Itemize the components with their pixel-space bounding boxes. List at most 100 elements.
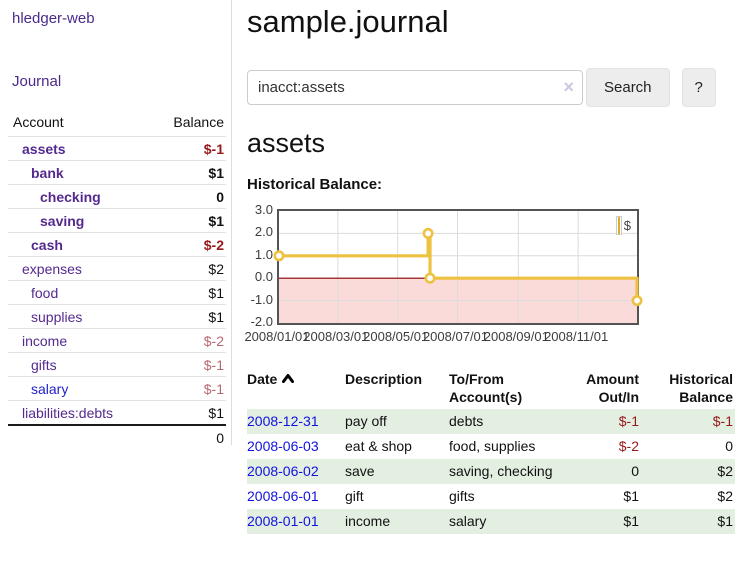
transaction-date-link[interactable]: 2008-12-31 xyxy=(247,413,319,429)
sidebar-account-row: expenses $2 xyxy=(8,256,226,281)
account-balance: $-1 xyxy=(149,352,226,377)
x-axis-tick: 2008/09/01 xyxy=(483,329,549,344)
register-header-amount: Amount Out/In xyxy=(586,371,639,405)
register-body: 2008-12-31 pay off debts $-1 $-1 2008-06-03 ea… xyxy=(247,409,735,534)
sidebar-account-row: checking 0 xyxy=(8,184,226,209)
sidebar-account-row: income $-2 xyxy=(8,328,226,353)
sidebar-item-income[interactable]: income xyxy=(22,332,68,349)
sidebar-account-row: liabilities:debts $1 xyxy=(8,400,226,425)
register-row: 2008-06-03 eat & shop food, supplies $-2 0 xyxy=(247,434,735,459)
search-box: × xyxy=(247,70,583,105)
account-balance: $1 xyxy=(149,400,226,425)
account-balance: $-1 xyxy=(149,376,226,401)
chart-data-point xyxy=(424,272,436,284)
transaction-date-link[interactable]: 2008-01-01 xyxy=(247,513,319,529)
sidebar: hledger-web Journal Account Balance asse… xyxy=(0,0,232,449)
clear-search-icon[interactable]: × xyxy=(563,77,574,97)
x-axis-tick: 2008/03/01 xyxy=(303,329,369,344)
transaction-balance: $2 xyxy=(717,463,733,479)
x-axis-tick: 2008/05/01 xyxy=(363,329,429,344)
sidebar-account-row: salary $-1 xyxy=(8,376,226,401)
chart-canvas xyxy=(273,211,643,323)
account-balance: $1 xyxy=(149,304,226,329)
transaction-amount: $-2 xyxy=(618,438,639,454)
register-row: 2008-06-01 gift gifts $1 $2 xyxy=(247,484,735,509)
sidebar-item-assets[interactable]: assets xyxy=(22,140,66,157)
account-balance: $-2 xyxy=(149,232,226,257)
register-header-balance: Historical Balance xyxy=(669,371,733,405)
accounts-total-row: 0 xyxy=(8,424,226,449)
y-axis-tick: -2.0 xyxy=(250,314,273,329)
chart-data-point xyxy=(631,295,643,307)
y-axis-tick: 3.0 xyxy=(254,202,273,217)
sidebar-item-salary[interactable]: salary xyxy=(31,380,69,397)
account-balance: $1 xyxy=(149,208,226,233)
chart-title: Historical Balance: xyxy=(247,176,383,193)
page-title: sample.journal xyxy=(247,4,449,39)
sidebar-account-row: gifts $-1 xyxy=(8,352,226,377)
account-balance: $1 xyxy=(149,160,226,185)
account-balance: 0 xyxy=(149,184,226,209)
register-row: 2008-12-31 pay off debts $-1 $-1 xyxy=(247,409,735,434)
transaction-balance: $-1 xyxy=(712,413,733,429)
transaction-balance: 0 xyxy=(725,438,733,454)
account-heading: assets xyxy=(247,128,326,158)
sidebar-item-cash[interactable]: cash xyxy=(31,236,63,253)
chevron-up-icon xyxy=(281,370,295,388)
sidebar-item-food[interactable]: food xyxy=(31,284,59,301)
transaction-amount: $1 xyxy=(623,513,639,529)
transaction-accounts: debts xyxy=(449,413,484,429)
chart-plot-area[interactable]: $ xyxy=(273,209,643,325)
register-header-date[interactable]: Date xyxy=(247,367,345,409)
register-header-description: Description xyxy=(345,371,423,387)
transaction-accounts: saving, checking xyxy=(449,463,553,479)
transaction-amount: 0 xyxy=(631,463,639,479)
transaction-description: gift xyxy=(345,488,364,504)
sidebar-item-expenses[interactable]: expenses xyxy=(22,260,82,277)
legend-label: $ xyxy=(623,218,631,233)
transaction-description: income xyxy=(345,513,391,529)
transaction-date-link[interactable]: 2008-06-03 xyxy=(247,438,319,454)
sidebar-account-row: food $1 xyxy=(8,280,226,305)
chart-data-point xyxy=(273,250,285,262)
transaction-amount: $-1 xyxy=(618,413,639,429)
search-button[interactable]: Search xyxy=(586,68,670,107)
transaction-date-link[interactable]: 2008-06-01 xyxy=(247,488,319,504)
sidebar-item-liabilities-debts[interactable]: liabilities:debts xyxy=(22,404,114,421)
register-row: 2008-06-02 save saving, checking 0 $2 xyxy=(247,459,735,484)
register-header-accounts: To/From Account(s) xyxy=(449,371,523,405)
accounts-header-account: Account xyxy=(13,114,64,130)
transaction-date-link[interactable]: 2008-06-02 xyxy=(247,463,319,479)
sidebar-account-row: cash $-2 xyxy=(8,232,226,257)
x-axis-tick: 2008/07/01 xyxy=(422,329,489,344)
transaction-amount: $1 xyxy=(623,488,639,504)
sidebar-item-supplies[interactable]: supplies xyxy=(31,308,83,325)
register-header-row: Date Description To/From Account(s) Amou… xyxy=(247,367,735,409)
sidebar-item-journal[interactable]: Journal xyxy=(12,73,62,90)
transaction-description: save xyxy=(345,463,375,479)
transaction-accounts: salary xyxy=(449,513,487,529)
sidebar-account-row: bank $1 xyxy=(8,160,226,185)
main-content: sample.journal × Search ? assets Histori… xyxy=(244,0,742,534)
register-row: 2008-01-01 income salary $1 $1 xyxy=(247,509,735,534)
search-input[interactable] xyxy=(247,70,583,105)
sidebar-item-gifts[interactable]: gifts xyxy=(31,356,57,373)
transaction-description: pay off xyxy=(345,413,387,429)
sidebar-item-saving[interactable]: saving xyxy=(40,212,85,229)
legend-color-box xyxy=(615,216,622,235)
app-title-link[interactable]: hledger-web xyxy=(12,10,95,27)
transaction-description: eat & shop xyxy=(345,438,412,454)
sidebar-item-checking[interactable]: checking xyxy=(40,188,101,205)
sidebar-accounts-body: assets $-1 bank $1 checking 0 saving $1 cash $-2 e… xyxy=(8,136,226,425)
y-axis-tick: 0.0 xyxy=(254,269,273,285)
chart-data-point xyxy=(422,227,434,239)
help-button[interactable]: ? xyxy=(681,68,716,107)
historical-balance-chart: $ 3.0 2.0 1.0 0.0 -1.0 -2.0 2008/01/01 2008/03… xyxy=(244,202,742,347)
transaction-accounts: food, supplies xyxy=(449,438,536,454)
sidebar-account-row: supplies $1 xyxy=(8,304,226,329)
accounts-total-balance: 0 xyxy=(149,424,226,449)
sidebar-item-bank[interactable]: bank xyxy=(31,164,64,181)
search-row: × Search ? xyxy=(247,68,742,107)
transaction-balance: $1 xyxy=(717,513,733,529)
accounts-table: Account Balance assets $-1 bank $1 checking 0… xyxy=(8,110,226,449)
